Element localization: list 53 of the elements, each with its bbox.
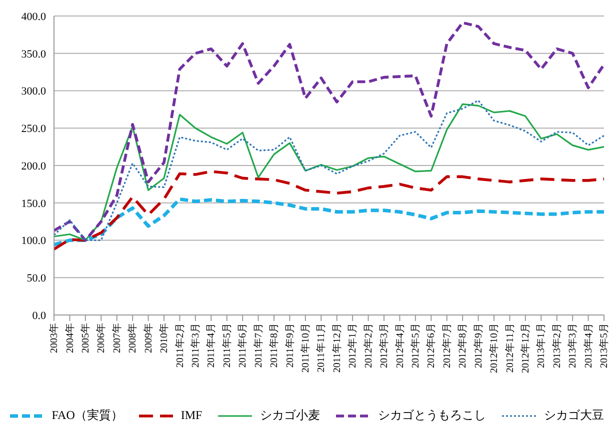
- x-tick-label: 2011年5月: [220, 323, 233, 368]
- x-tick-label: 2011年9月: [284, 323, 296, 368]
- x-tick-label: 2011年4月: [205, 323, 218, 368]
- x-tick-label: 2003年: [48, 323, 60, 353]
- x-tick-label: 2005年: [80, 323, 92, 353]
- x-tick-label: 2004年: [64, 323, 76, 353]
- y-tick-label: 300.0: [21, 86, 46, 98]
- x-tick-label: 2013年1月: [535, 323, 548, 368]
- x-tick-label: 2008年: [126, 323, 139, 353]
- legend-label: シカゴとうもろこし: [378, 407, 486, 424]
- x-tick-label: 2013年3月: [566, 323, 579, 368]
- legend-label: FAO（実質）: [52, 407, 123, 424]
- x-tick-label: 2012年1月: [346, 323, 359, 368]
- x-tick-label: 2012年4月: [394, 323, 406, 368]
- x-tick-label: 2012年9月: [472, 323, 484, 368]
- y-tick-label: 350.0: [21, 48, 46, 60]
- x-tick-label: 2012年12月: [520, 323, 532, 373]
- y-tick-label: 0.0: [32, 310, 46, 322]
- y-tick-label: 250.0: [21, 123, 46, 136]
- x-tick-label: 2012年11月: [504, 323, 516, 373]
- x-tick-label: 2011年6月: [236, 323, 249, 368]
- x-tick-label: 2012年5月: [410, 323, 422, 368]
- x-tick-label: 2013年2月: [550, 323, 563, 368]
- line-series: [52, 21, 606, 242]
- x-tick-label: 2009年: [142, 323, 154, 353]
- x-tick-label: 2013年4月: [582, 323, 594, 368]
- x-tick-label: 2011年12月: [330, 323, 343, 373]
- x-tick-label: 2006年: [95, 323, 108, 353]
- x-tick-label: 2011年2月: [174, 323, 186, 368]
- x-tick-label: 2011年10月: [300, 323, 312, 373]
- y-tick-label: 200.0: [21, 160, 46, 172]
- legend-label: シカゴ大豆: [544, 407, 604, 424]
- x-tick-label: 2012年2月: [362, 323, 374, 368]
- x-tick-label: 2011年3月: [190, 323, 202, 368]
- x-tick-label: 2012年7月: [440, 323, 453, 368]
- x-tick-label: 2011年11月: [315, 323, 328, 372]
- legend-label: シカゴ小麦: [260, 407, 320, 424]
- x-tick-label: 2011年8月: [268, 323, 280, 368]
- line-series: [52, 197, 606, 246]
- legend-label: IMF: [180, 408, 202, 423]
- x-tick-label: 2010年: [158, 323, 170, 353]
- x-tick-label: 2011年7月: [252, 323, 264, 368]
- x-tick-label: 2012年6月: [425, 323, 438, 368]
- x-tick-label: 2013年5月: [598, 323, 610, 368]
- x-tick-label: 2012年10月: [488, 323, 500, 373]
- x-tick-label: 2012年3月: [378, 323, 390, 368]
- y-tick-label: 400.0: [21, 10, 46, 23]
- x-tick-label: 2012年8月: [456, 323, 469, 368]
- x-tick-label: 2007年: [110, 323, 123, 353]
- y-tick-label: 100.0: [21, 235, 46, 248]
- y-tick-label: 50.0: [26, 272, 46, 285]
- y-tick-label: 150.0: [21, 198, 46, 210]
- line-series: [52, 170, 606, 251]
